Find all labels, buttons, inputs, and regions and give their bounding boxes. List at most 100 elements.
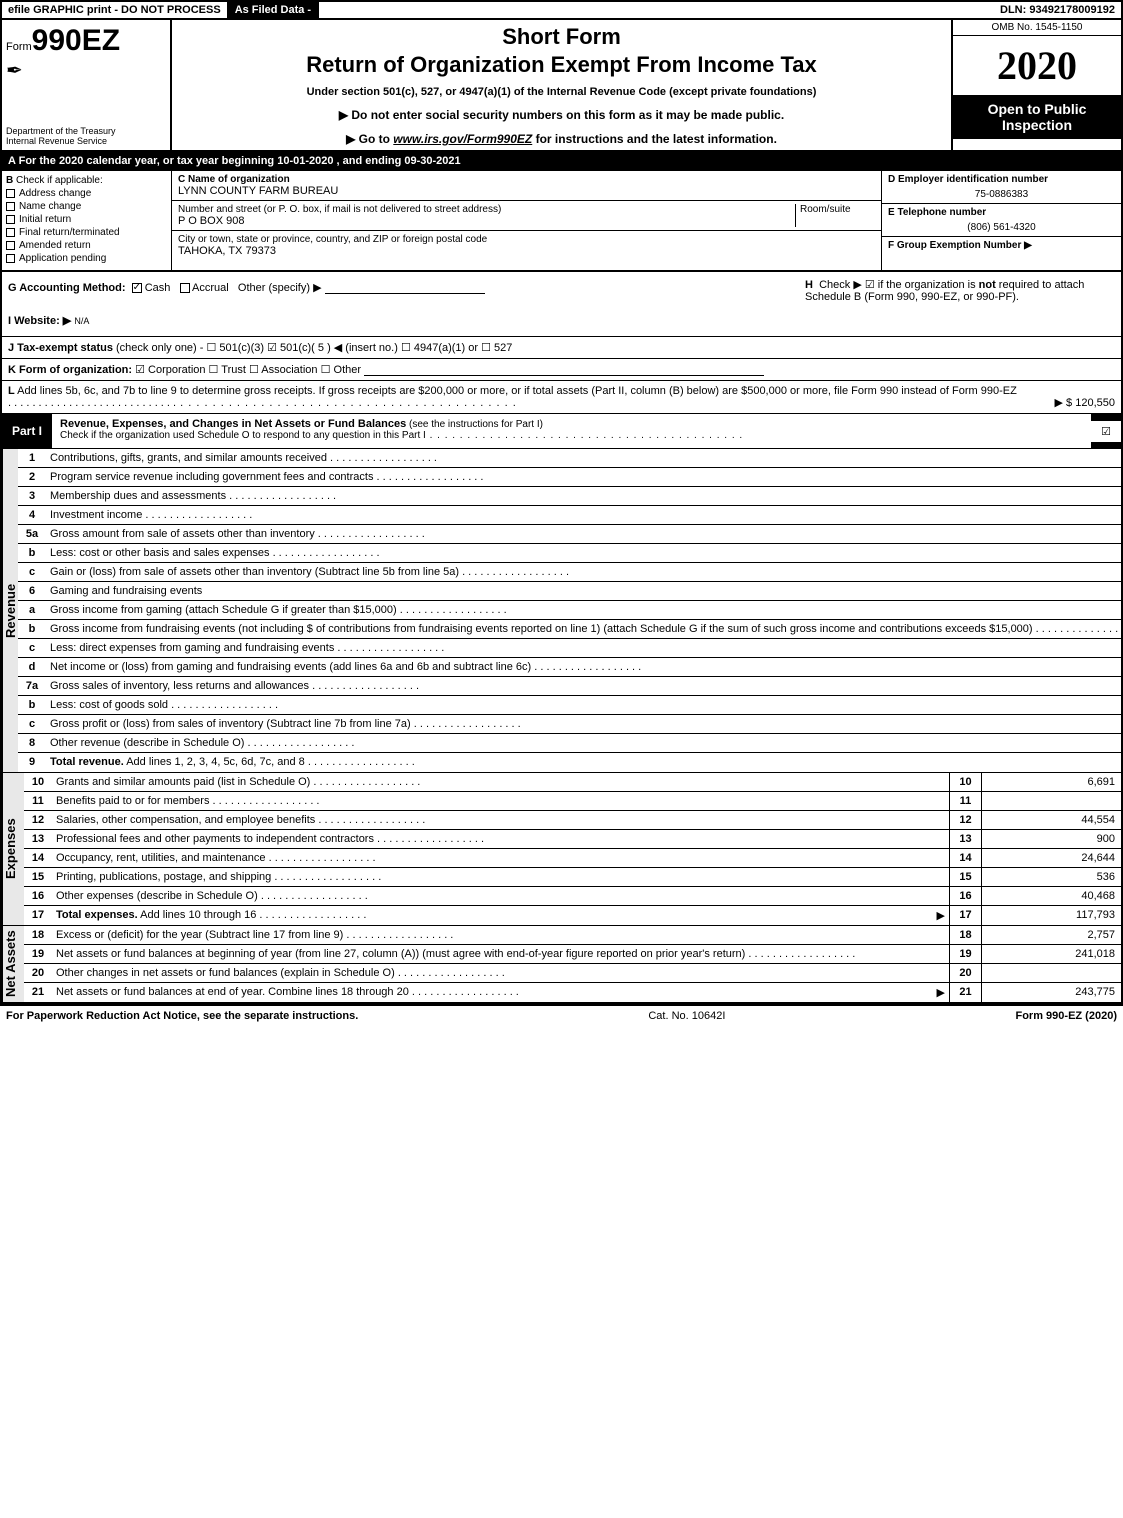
line-number: 6 [18, 582, 46, 600]
chk-address[interactable]: Address change [6, 188, 167, 199]
line-desc: Occupancy, rent, utilities, and maintena… [52, 849, 949, 867]
room-label: Room/suite [800, 204, 875, 215]
chk-final[interactable]: Final return/terminated [6, 227, 167, 238]
form-page: efile GRAPHIC print - DO NOT PROCESS As … [0, 0, 1123, 1006]
line-desc: Other revenue (describe in Schedule O) .… [46, 734, 1123, 752]
j-text: (check only one) - ☐ 501(c)(3) ☑ 501(c)(… [113, 342, 512, 354]
line-desc: Gross income from gaming (attach Schedul… [46, 601, 1123, 619]
line-number: 11 [24, 792, 52, 810]
b-label: B [6, 175, 13, 186]
col-d: D Employer identification number 75-0886… [881, 171, 1121, 270]
line-row: aGross income from gaming (attach Schedu… [18, 601, 1123, 620]
street-label: Number and street (or P. O. box, if mail… [178, 204, 795, 215]
line-number: 4 [18, 506, 46, 524]
chk-accrual[interactable] [180, 283, 190, 293]
line-val: 40,468 [981, 887, 1121, 905]
netassets-section: Net Assets 18Excess or (deficit) for the… [2, 926, 1121, 1004]
part1-check-text: Check if the organization used Schedule … [60, 430, 426, 441]
line-row: 16Other expenses (describe in Schedule O… [24, 887, 1121, 906]
k-label: K Form of organization: [8, 364, 132, 376]
ghi-right: H Check ▶ ☑ if the organization is not r… [805, 278, 1115, 330]
line-box-num: 18 [949, 926, 981, 944]
city-label: City or town, state or province, country… [178, 234, 875, 245]
chk-name[interactable]: Name change [6, 201, 167, 212]
row-phone: E Telephone number (806) 561-4320 [882, 204, 1121, 237]
line-desc: Gross income from fundraising events (no… [46, 620, 1123, 638]
as-filed-label: As Filed Data - [229, 2, 319, 18]
city-value: TAHOKA, TX 79373 [178, 245, 875, 257]
footer-mid: Cat. No. 10642I [648, 1010, 725, 1022]
line-box-num: 10 [949, 773, 981, 791]
line-desc: Gain or (loss) from sale of assets other… [46, 563, 1123, 581]
form-sub3: ▶ Go to www.irs.gov/Form990EZ for instru… [182, 132, 941, 146]
chk-initial[interactable]: Initial return [6, 214, 167, 225]
line-row: bGross income from fundraising events (n… [18, 620, 1123, 639]
line-row: cGross profit or (loss) from sales of in… [18, 715, 1123, 734]
line-desc: Membership dues and assessments . . . . … [46, 487, 1123, 505]
row-g: G Accounting Method: Cash Accrual Other … [8, 281, 805, 294]
form-number: 990EZ [32, 24, 120, 58]
chk-amended[interactable]: Amended return [6, 240, 167, 251]
line-number: c [18, 639, 46, 657]
page-footer: For Paperwork Reduction Act Notice, see … [0, 1006, 1123, 1026]
h-text: Check ▶ ☑ if the organization is [819, 279, 979, 291]
line-box-num: 14 [949, 849, 981, 867]
part1-sub: (see the instructions for Part I) [406, 419, 543, 430]
line-number: d [18, 658, 46, 676]
checkbox-icon [6, 241, 15, 250]
efile-notice: efile GRAPHIC print - DO NOT PROCESS [2, 2, 229, 18]
line-number: b [18, 620, 46, 638]
netassets-body: 18Excess or (deficit) for the year (Subt… [24, 926, 1121, 1002]
form-sub1: Under section 501(c), 527, or 4947(a)(1)… [182, 86, 941, 98]
checkbox-icon [6, 254, 15, 263]
line-val: 117,793 [981, 906, 1121, 925]
header-mid: Short Form Return of Organization Exempt… [172, 20, 951, 150]
line-row: 17Total expenses. Add lines 10 through 1… [24, 906, 1121, 925]
line-number: 15 [24, 868, 52, 886]
chk-cash[interactable] [132, 283, 142, 293]
line-val: 44,554 [981, 811, 1121, 829]
line-desc: Grants and similar amounts paid (list in… [52, 773, 949, 791]
line-number: c [18, 715, 46, 733]
line-row: 5aGross amount from sale of assets other… [18, 525, 1123, 544]
line-desc: Net assets or fund balances at beginning… [52, 945, 949, 963]
line-desc: Other changes in net assets or fund bala… [52, 964, 949, 982]
line-box-num: 11 [949, 792, 981, 810]
expenses-section: Expenses 10Grants and similar amounts pa… [2, 773, 1121, 926]
sub3-post: for instructions and the latest informat… [532, 132, 777, 146]
part1-title-text: Revenue, Expenses, and Changes in Net As… [60, 418, 406, 430]
line-number: 9 [18, 753, 46, 772]
open-inspection: Open to Public Inspection [953, 95, 1121, 139]
line-row: 18Excess or (deficit) for the year (Subt… [24, 926, 1121, 945]
chk-pending[interactable]: Application pending [6, 253, 167, 264]
dept-block: Department of the Treasury Internal Reve… [6, 126, 166, 146]
chk-lbl: Address change [19, 188, 91, 199]
netassets-side-label: Net Assets [2, 926, 24, 1002]
part1-label: Part I [2, 420, 52, 442]
part1-checkbox[interactable]: ☑ [1091, 421, 1121, 442]
line-number: 21 [24, 983, 52, 1002]
line-number: 2 [18, 468, 46, 486]
sub3-link[interactable]: www.irs.gov/Form990EZ [393, 132, 532, 146]
col-c: C Name of organization LYNN COUNTY FARM … [172, 171, 881, 270]
line-box-num: 12 [949, 811, 981, 829]
line-desc: Total expenses. Add lines 10 through 16 … [52, 906, 949, 925]
l-amount: 120,550 [1075, 397, 1115, 409]
line-desc: Printing, publications, postage, and shi… [52, 868, 949, 886]
line-desc: Other expenses (describe in Schedule O) … [52, 887, 949, 905]
line-row: 11Benefits paid to or for members . . . … [24, 792, 1121, 811]
row-group: F Group Exemption Number ▶ [882, 237, 1121, 270]
line-number: 17 [24, 906, 52, 925]
line-desc: Gross amount from sale of assets other t… [46, 525, 1123, 543]
line-row: 7aGross sales of inventory, less returns… [18, 677, 1123, 696]
line-row: 2Program service revenue including gover… [18, 468, 1123, 487]
f-label: F Group Exemption Number ▶ [888, 240, 1115, 251]
blank-line[interactable] [325, 282, 485, 294]
blank-line[interactable] [364, 364, 764, 376]
line-number: 12 [24, 811, 52, 829]
checkbox-icon [6, 189, 15, 198]
line-number: 1 [18, 449, 46, 467]
line-val: 2,757 [981, 926, 1121, 944]
top-bar: efile GRAPHIC print - DO NOT PROCESS As … [2, 2, 1121, 20]
street-value: P O BOX 908 [178, 215, 795, 227]
